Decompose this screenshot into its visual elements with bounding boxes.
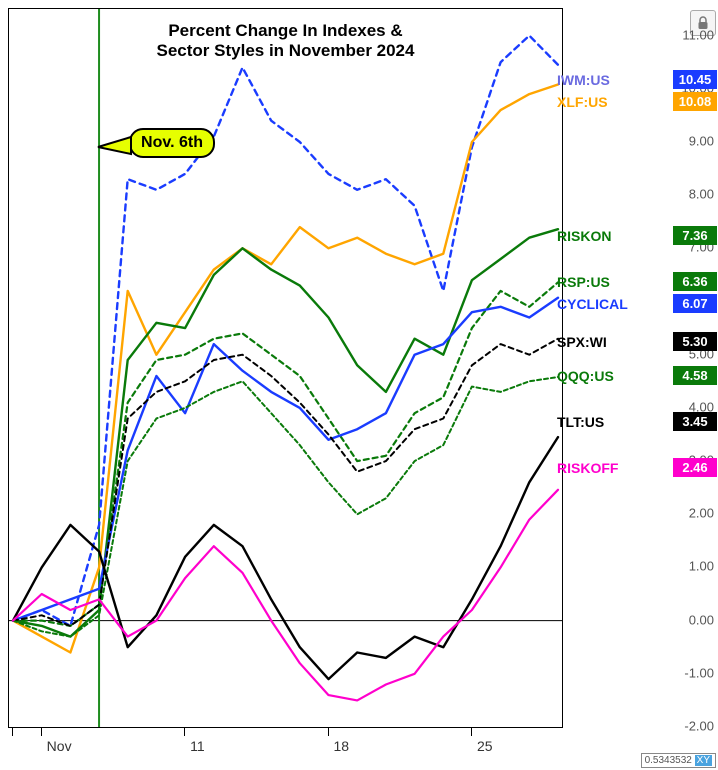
series-QQQ: [13, 377, 558, 637]
callout-label: Nov. 6th: [141, 134, 203, 151]
x-tick: [41, 728, 42, 736]
series-RISKON: [13, 229, 558, 636]
coord-mode: XY: [695, 755, 712, 766]
legend-value-CYCLICAL: 6.07: [673, 294, 717, 313]
legend-row-RISKON[interactable]: RISKON7.36: [557, 226, 717, 245]
y-tick-label: 2.00: [664, 506, 718, 521]
x-tick-label: 18: [334, 738, 350, 754]
legend-row-TLT[interactable]: TLT:US3.45: [557, 412, 717, 431]
plot-svg: [9, 9, 562, 727]
coord-value: 0.5343532: [645, 755, 692, 766]
title-line-2: Sector Styles in November 2024: [157, 41, 415, 60]
legend-row-CYCLICAL[interactable]: CYCLICAL6.07: [557, 294, 717, 313]
series-CYCLICAL: [13, 298, 558, 621]
y-tick-label: 9.00: [664, 133, 718, 148]
x-tick: [328, 728, 329, 736]
legend-label-QQQ: QQQ:US: [557, 368, 669, 384]
x-tick-label: 11: [190, 738, 205, 754]
legend-value-SPX: 5.30: [673, 332, 717, 351]
y-tick-label: 11.00: [664, 27, 718, 42]
legend-value-QQQ: 4.58: [673, 366, 717, 385]
legend-label-RISKOFF: RISKOFF: [557, 460, 669, 476]
legend-value-IWM: 10.45: [673, 70, 717, 89]
x-tick: [12, 728, 13, 736]
legend-row-XLF[interactable]: XLF:US10.08: [557, 92, 717, 111]
legend-label-XLF: XLF:US: [557, 94, 669, 110]
legend-row-QQQ[interactable]: QQQ:US4.58: [557, 366, 717, 385]
x-axis-area: Nov 11 18 25: [8, 728, 718, 768]
legend-value-XLF: 10.08: [673, 92, 717, 111]
y-tick-label: -1.00: [664, 665, 718, 680]
x-tick-label: Nov: [47, 738, 72, 754]
legend-label-SPX: SPX:WI: [557, 334, 669, 350]
legend-label-RSP: RSP:US: [557, 274, 669, 290]
x-tick: [184, 728, 185, 736]
legend-value-RISKON: 7.36: [673, 226, 717, 245]
legend-row-RISKOFF[interactable]: RISKOFF2.46: [557, 458, 717, 477]
callout-tail-icon: [95, 132, 135, 162]
series-XLF: [13, 85, 558, 653]
y-tick-label: 0.00: [664, 612, 718, 627]
legend-value-RISKOFF: 2.46: [673, 458, 717, 477]
series-IWM: [13, 36, 558, 626]
chart-title: Percent Change In Indexes & Sector Style…: [9, 21, 562, 62]
x-tick-label: 25: [477, 738, 493, 754]
legend-label-RISKON: RISKON: [557, 228, 669, 244]
y-tick-label: 8.00: [664, 187, 718, 202]
legend-row-RSP[interactable]: RSP:US6.36: [557, 272, 717, 291]
legend-label-CYCLICAL: CYCLICAL: [557, 296, 669, 312]
legend-value-TLT: 3.45: [673, 412, 717, 431]
coord-readout: 0.5343532 XY: [641, 753, 716, 768]
series-RSP: [13, 282, 558, 626]
x-tick: [471, 728, 472, 736]
legend-value-RSP: 6.36: [673, 272, 717, 291]
callout-nov6: Nov. 6th: [129, 128, 215, 158]
series-RISKOFF: [13, 490, 558, 701]
legend-label-IWM: IWM:US: [557, 72, 669, 88]
legend-row-SPX[interactable]: SPX:WI5.30: [557, 332, 717, 351]
title-line-1: Percent Change In Indexes &: [168, 21, 402, 40]
y-tick-label: 1.00: [664, 559, 718, 574]
legend-label-TLT: TLT:US: [557, 414, 669, 430]
labels-panel: -2.00-1.000.001.002.003.004.005.006.007.…: [563, 8, 718, 728]
chart-plot-area: Percent Change In Indexes & Sector Style…: [8, 8, 563, 728]
legend-row-IWM[interactable]: IWM:US10.45: [557, 70, 717, 89]
